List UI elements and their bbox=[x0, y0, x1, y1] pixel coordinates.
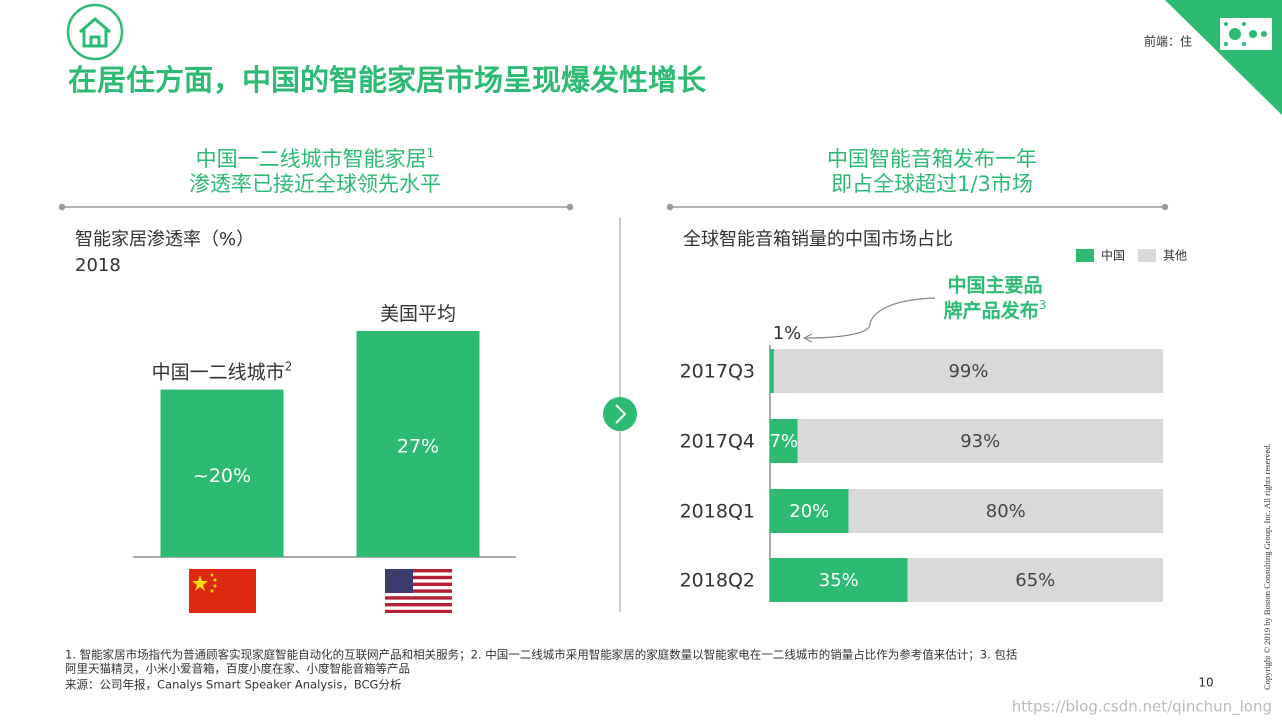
footnote-mark: 2 bbox=[285, 359, 293, 373]
category-text: 中国一二线城市 bbox=[152, 361, 285, 383]
value-label: 27% bbox=[397, 436, 439, 458]
footnote: 阿里天猫精灵，小米小爱音箱，百度小度在家、小度智能音箱等产品 bbox=[65, 662, 410, 676]
annotation-line: 牌产品发布 bbox=[944, 299, 1039, 322]
value-label: 7% bbox=[769, 431, 798, 452]
category-label: 美国平均 bbox=[380, 303, 456, 325]
category-label: 2017Q4 bbox=[680, 431, 755, 453]
arrow-head bbox=[802, 333, 813, 343]
source: 来源：公司年报，Canalys Smart Speaker Analysis，B… bbox=[65, 678, 401, 692]
footnote: 1. 智能家居市场指代为普通顾客实现家庭智能自动化的互联网产品和相关服务；2. … bbox=[65, 648, 1018, 662]
bar-segment bbox=[848, 489, 1163, 533]
flag-china bbox=[189, 569, 256, 613]
panel-heading: 即占全球超过1/3市场 bbox=[831, 172, 1033, 196]
category-text: 美国平均 bbox=[380, 303, 456, 325]
bar bbox=[160, 389, 284, 557]
value-label: ~20% bbox=[193, 465, 251, 487]
category-label: 2017Q3 bbox=[680, 361, 755, 383]
bar-segment bbox=[770, 349, 774, 393]
category-label: 2018Q2 bbox=[680, 570, 755, 592]
value-label: 1% bbox=[773, 323, 802, 344]
chart-title: 智能家居渗透率（%） bbox=[75, 229, 254, 250]
legend-label: 中国 bbox=[1101, 248, 1125, 263]
legend-swatch bbox=[1138, 249, 1156, 262]
bar-segment bbox=[770, 419, 798, 463]
copyright: Copyright © 2019 by Boston Consulting Gr… bbox=[1262, 443, 1272, 690]
next-arrow bbox=[603, 397, 637, 431]
bar bbox=[356, 331, 480, 557]
panel-heading: 中国智能音箱发布一年 bbox=[827, 147, 1037, 171]
page-number: 10 bbox=[1198, 676, 1213, 690]
flag-usa bbox=[385, 569, 452, 613]
legend-swatch bbox=[1076, 249, 1094, 262]
slide-title: 在居住方面，中国的智能家居市场呈现爆发性增长 bbox=[68, 63, 707, 97]
watermark: https://blog.csdn.net/qinchun_long bbox=[1012, 698, 1272, 717]
legend-label: 其他 bbox=[1163, 249, 1187, 263]
value-label: 93% bbox=[960, 431, 1000, 452]
value-label: 20% bbox=[789, 501, 829, 522]
house-icon bbox=[66, 3, 124, 61]
bar-segment bbox=[773, 349, 1163, 393]
logo bbox=[1224, 22, 1267, 46]
category-label: 中国一二线城市2 bbox=[152, 359, 293, 383]
value-label: 80% bbox=[986, 501, 1026, 522]
value-label: 65% bbox=[1015, 570, 1055, 591]
value-label: 35% bbox=[819, 570, 859, 591]
footnote-mark: 1 bbox=[427, 146, 435, 160]
bar-segment bbox=[797, 419, 1163, 463]
category-label: 2018Q1 bbox=[680, 501, 755, 523]
value-label: 99% bbox=[948, 361, 988, 382]
annotation-arrow bbox=[805, 297, 936, 339]
chart-subtitle: 2018 bbox=[75, 255, 121, 276]
panel-heading: 中国一二线城市智能家居1 bbox=[196, 146, 435, 172]
bar-segment bbox=[770, 489, 849, 533]
bar-segment bbox=[770, 558, 908, 602]
chart-title: 全球智能音箱销量的中国市场占比 bbox=[683, 229, 953, 250]
panel-heading: 渗透率已接近全球领先水平 bbox=[189, 172, 441, 196]
section-tag: 前端：住 bbox=[1144, 34, 1192, 49]
bar-segment bbox=[907, 558, 1163, 602]
annotation: 中国主要品 bbox=[947, 274, 1042, 297]
house-glyph bbox=[79, 17, 111, 48]
footnote-mark: 3 bbox=[1039, 298, 1047, 312]
chevron bbox=[615, 404, 627, 424]
annotation: 牌产品发布3 bbox=[944, 298, 1047, 322]
heading-line: 中国一二线城市智能家居 bbox=[196, 147, 427, 171]
